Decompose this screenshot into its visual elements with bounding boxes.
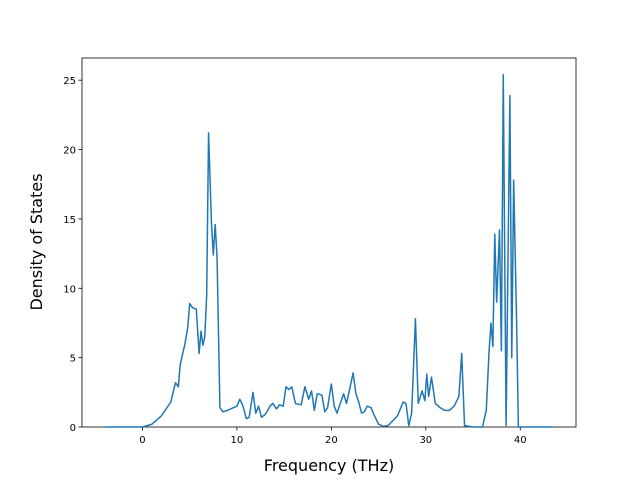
x-tick-label: 40 <box>514 435 527 446</box>
y-tick-label: 20 <box>63 146 76 157</box>
data-line <box>104 73 554 428</box>
x-tick-label: 10 <box>231 435 244 446</box>
x-tick-label: 0 <box>139 435 145 446</box>
y-tick-label: 15 <box>63 215 76 226</box>
plot-frame <box>81 57 577 428</box>
x-tick-label: 20 <box>325 435 338 446</box>
y-tick-label: 25 <box>63 76 76 87</box>
y-tick-label: 5 <box>70 354 76 365</box>
y-tick-label: 0 <box>70 423 76 434</box>
x-axis-label: Frequency (THz) <box>264 456 394 475</box>
y-axis-label: Density of States <box>27 173 46 310</box>
x-tick-label: 30 <box>419 435 432 446</box>
y-tick-label: 10 <box>63 284 76 295</box>
